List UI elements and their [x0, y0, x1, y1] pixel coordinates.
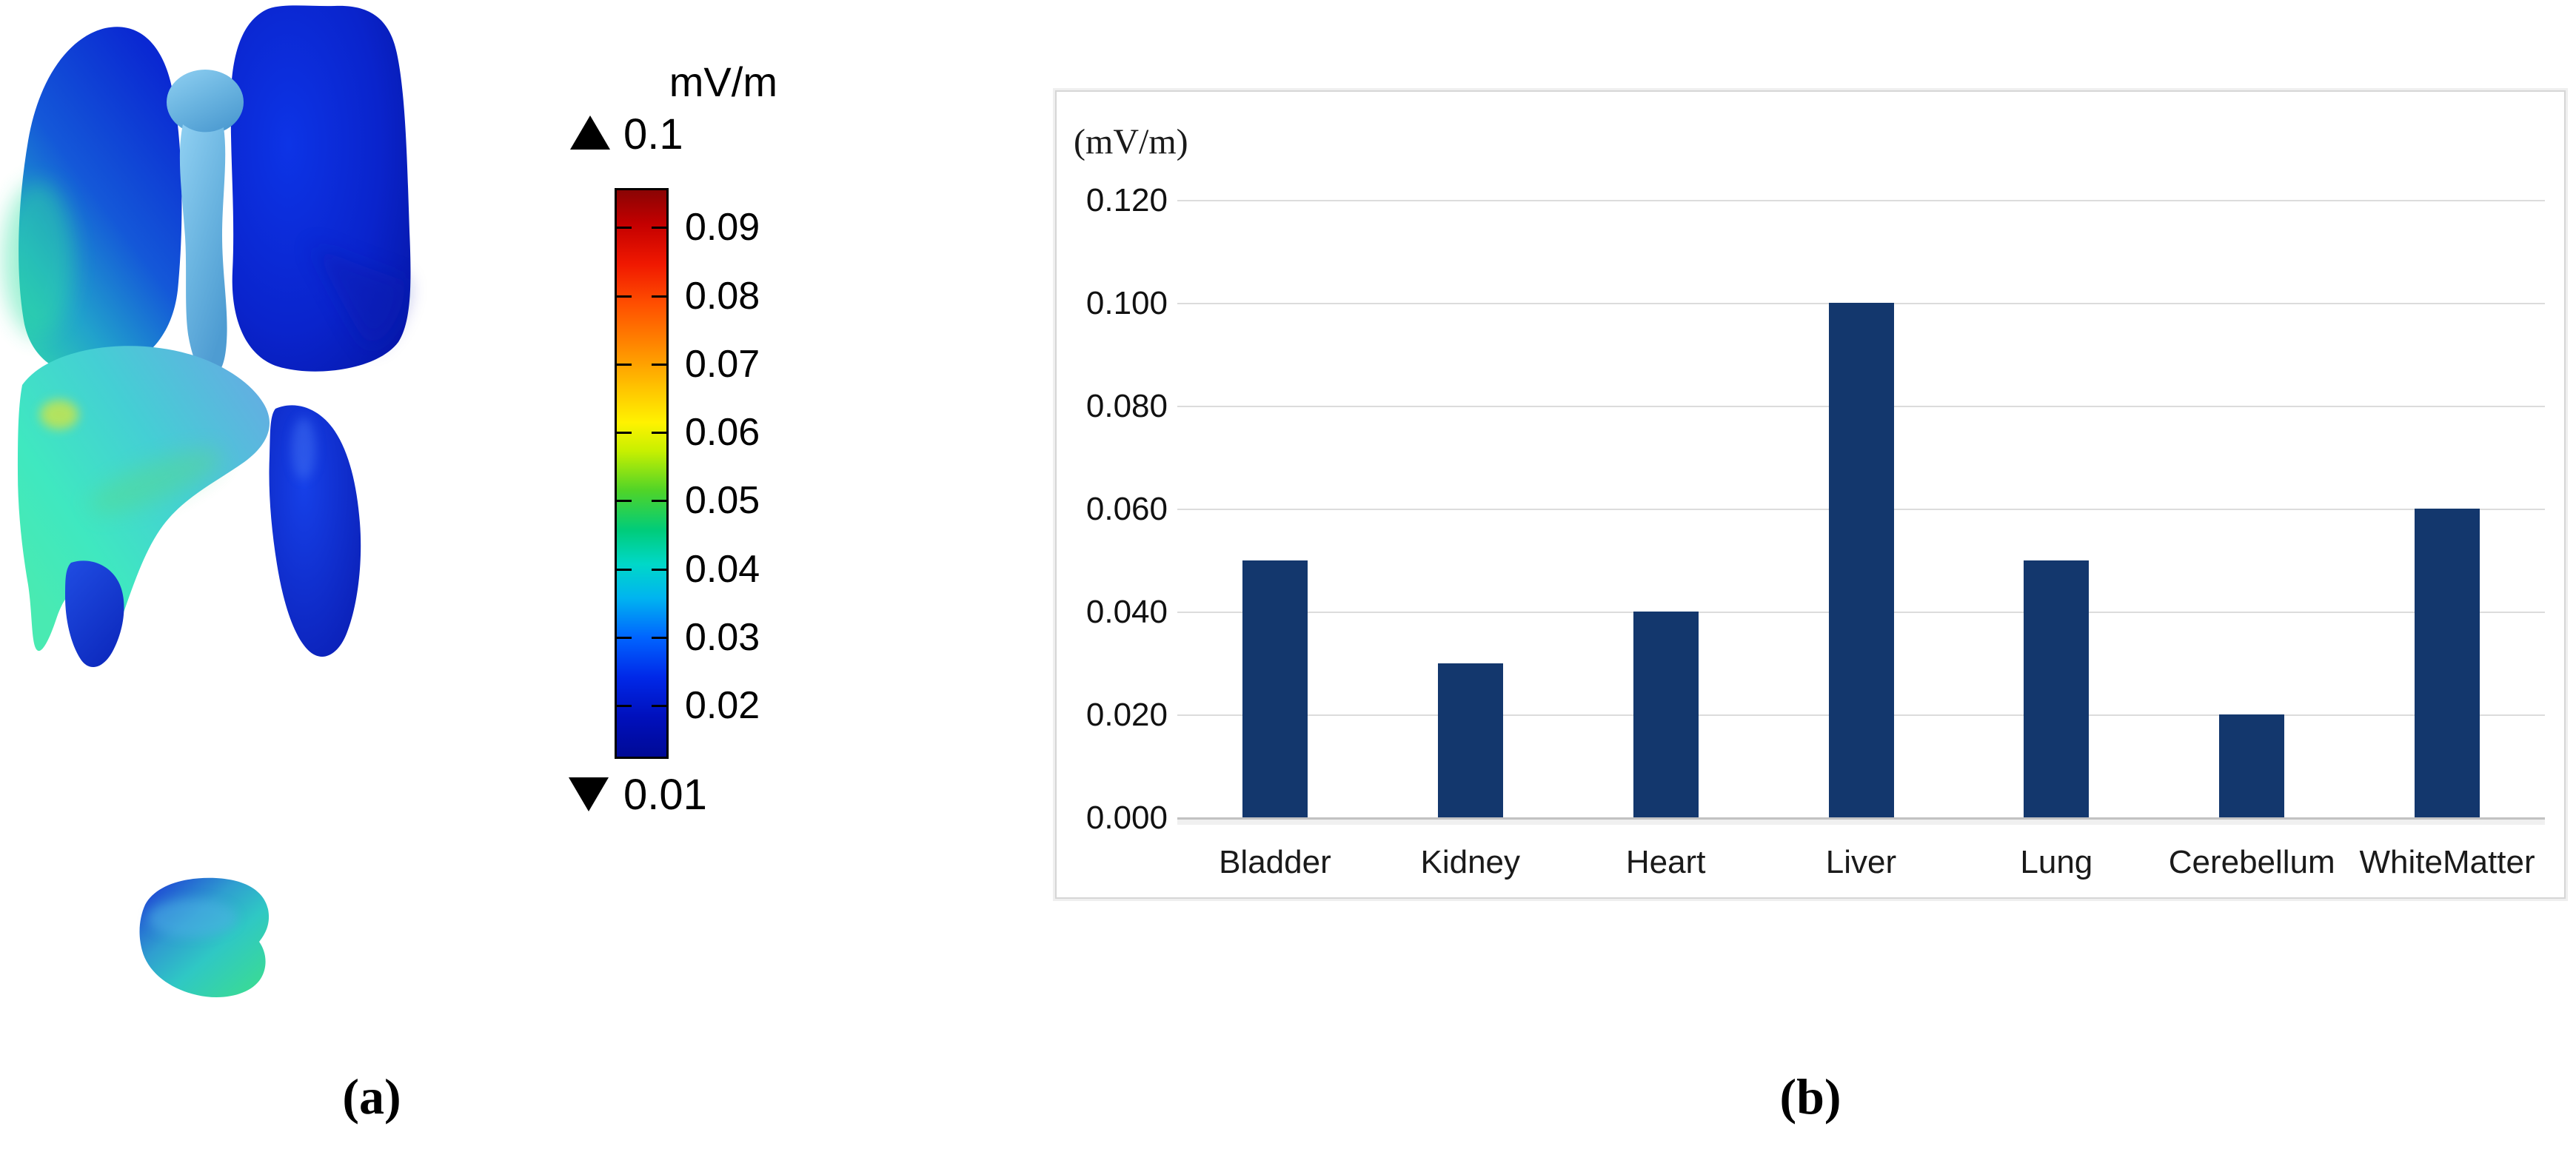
bar-liver	[1828, 303, 1894, 817]
category-label-kidney: Kidney	[1420, 844, 1521, 880]
colorbar-tick-mark	[652, 227, 666, 230]
liver-yellow-spot	[40, 400, 78, 429]
organ-3d-render	[3, 5, 411, 998]
colorbar-min-label: 0.01	[623, 771, 707, 819]
bar-lung	[2024, 560, 2090, 817]
colorbar-tick-mark	[652, 636, 666, 639]
colorbar-min-arrow-icon	[569, 777, 609, 811]
y-tick-label: 0.000	[1085, 800, 1168, 836]
colorbar-tick-label: 0.09	[685, 206, 760, 250]
spleen-highlight	[292, 418, 315, 480]
bladder-shape	[139, 877, 270, 998]
y-tick-label: 0.100	[1085, 285, 1168, 321]
colorbar-tick-mark	[652, 363, 666, 366]
colorbar-tick-label: 0.06	[685, 411, 760, 455]
category-label-liver: Liver	[1825, 844, 1897, 880]
colorbar-tick-mark	[617, 500, 632, 503]
colorbar-tick-label: 0.05	[685, 479, 760, 523]
colorbar-max-label: 0.1	[623, 110, 683, 158]
colorbar-tick-mark	[617, 295, 632, 298]
category-label-cerebellum: Cerebellum	[2168, 844, 2335, 880]
x-axis-line	[1177, 817, 2545, 820]
colorbar	[615, 188, 669, 759]
category-label-heart: Heart	[1625, 844, 1706, 880]
colorbar-tick-mark	[652, 295, 666, 298]
spleen-shape	[269, 405, 361, 657]
bar-bladder	[1242, 560, 1308, 817]
trachea-shape	[179, 124, 227, 377]
y-tick-label: 0.040	[1085, 594, 1168, 630]
y-tick-label: 0.060	[1085, 491, 1168, 527]
gridline-0.120	[1177, 200, 2545, 201]
colorbar-tick-mark	[617, 432, 632, 435]
colorbar-tick-mark	[652, 432, 666, 435]
bar-whitematter	[2415, 509, 2480, 817]
bar-heart	[1633, 612, 1699, 817]
colorbar-tick-label: 0.03	[685, 615, 760, 659]
category-label-whitematter: WhiteMatter	[2359, 844, 2535, 880]
colorbar-tick-mark	[652, 568, 666, 571]
colorbar-tick-mark	[617, 363, 632, 366]
colorbar-tick-mark	[617, 227, 632, 230]
liver-green-streak	[90, 449, 221, 513]
bar-cerebellum	[2219, 714, 2285, 817]
bladder-highlight	[148, 899, 237, 937]
colorbar-tick-mark	[617, 636, 632, 639]
chart-y-axis-unit-label: (mV/m)	[1074, 122, 1188, 161]
colorbar-tick-mark	[652, 705, 666, 708]
colorbar-tick-label: 0.08	[685, 275, 760, 318]
left-kidney-shape	[65, 560, 124, 668]
y-tick-label: 0.080	[1085, 388, 1168, 424]
panel-b-caption: (b)	[1779, 1068, 1841, 1125]
colorbar-tick-mark	[617, 705, 632, 708]
category-label-bladder: Bladder	[1219, 844, 1331, 880]
colorbar-tick-label: 0.04	[685, 547, 760, 591]
bar-chart: (mV/m) 0.000 0.020 0.040 0.060 0.080 0.100 0.1…	[1055, 90, 2566, 899]
colorbar-tick-mark	[652, 500, 666, 503]
y-tick-label: 0.020	[1085, 697, 1168, 733]
colorbar-unit-label: mV/m	[669, 58, 777, 105]
x-axis-shadow	[1177, 820, 2545, 825]
panel-a-caption: (a)	[342, 1068, 401, 1125]
bar-kidney	[1437, 663, 1503, 817]
y-tick-label: 0.120	[1085, 182, 1168, 218]
left-lung-teal-glow	[3, 181, 74, 337]
category-label-lung: Lung	[2020, 844, 2093, 880]
right-lung-shade	[311, 244, 406, 348]
colorbar-max-arrow-icon	[570, 115, 610, 150]
colorbar-tick-label: 0.07	[685, 342, 760, 386]
colorbar-tick-mark	[617, 568, 632, 571]
colorbar-tick-label: 0.02	[685, 684, 760, 728]
trachea-knob	[167, 70, 244, 135]
